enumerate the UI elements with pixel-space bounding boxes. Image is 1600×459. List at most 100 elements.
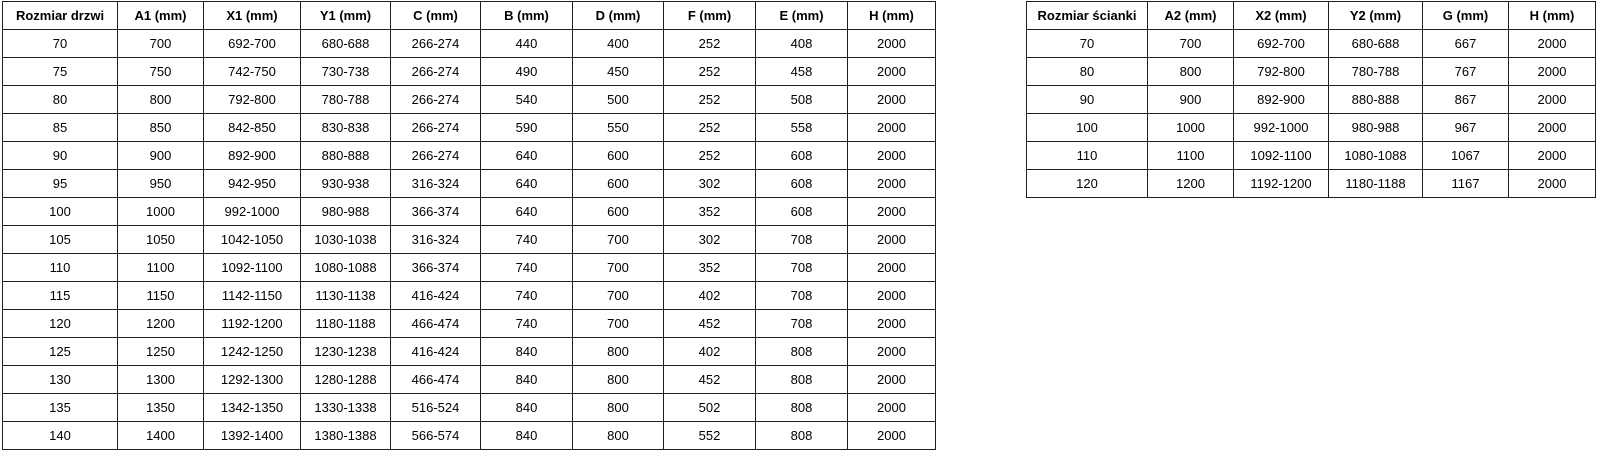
- table-cell: 1130-1138: [300, 281, 391, 310]
- column-header: X1 (mm): [203, 1, 301, 30]
- table-cell: 252: [663, 29, 756, 58]
- table-cell: 800: [572, 365, 664, 394]
- table-row: 105 1050 1042-1050 1030-1038 316-324 740 700 30…: [2, 225, 936, 254]
- table-cell: 252: [663, 85, 756, 114]
- table-cell: 416-424: [390, 281, 481, 310]
- table-row: 110 1100 1092-1100 1080-1088 366-374 740 700 35…: [2, 253, 936, 282]
- column-header: Y2 (mm): [1328, 1, 1423, 30]
- table-cell: 500: [572, 85, 664, 114]
- table-cell: 2000: [1508, 141, 1596, 170]
- table-cell: 700: [572, 281, 664, 310]
- table-cell: 967: [1422, 113, 1509, 142]
- table-cell: 1050: [117, 225, 204, 254]
- table-cell: 708: [755, 309, 848, 338]
- table-cell: 352: [663, 197, 756, 226]
- table-cell: 452: [663, 365, 756, 394]
- table-cell: 1400: [117, 421, 204, 450]
- table-cell: 1242-1250: [203, 337, 301, 366]
- table-cell: 1330-1338: [300, 393, 391, 422]
- table-cell: 130: [2, 365, 118, 394]
- table-cell: 1100: [1147, 141, 1234, 170]
- table-cell: 600: [572, 141, 664, 170]
- column-header: X2 (mm): [1233, 1, 1329, 30]
- table-cell: 85: [2, 113, 118, 142]
- table-cell: 808: [755, 393, 848, 422]
- table-cell: 1092-1100: [203, 253, 301, 282]
- table-cell: 2000: [847, 421, 936, 450]
- table-cell: 266-274: [390, 85, 481, 114]
- table-cell: 808: [755, 337, 848, 366]
- table-cell: 800: [572, 337, 664, 366]
- table-cell: 1080-1088: [1328, 141, 1423, 170]
- table-cell: 366-374: [390, 197, 481, 226]
- table-cell: 440: [480, 29, 573, 58]
- table-cell: 566-574: [390, 421, 481, 450]
- table-cell: 780-788: [1328, 57, 1423, 86]
- table-cell: 740: [480, 281, 573, 310]
- table-cell: 135: [2, 393, 118, 422]
- table-cell: 1342-1350: [203, 393, 301, 422]
- table-cell: 680-688: [300, 29, 391, 58]
- table-cell: 930-938: [300, 169, 391, 198]
- table-cell: 1350: [117, 393, 204, 422]
- table-cell: 2000: [847, 141, 936, 170]
- table-cell: 458: [755, 57, 848, 86]
- table-cell: 640: [480, 197, 573, 226]
- table-cell: 808: [755, 365, 848, 394]
- table-cell: 2000: [847, 393, 936, 422]
- table-cell: 800: [117, 85, 204, 114]
- table-cell: 840: [480, 393, 573, 422]
- table-cell: 792-800: [203, 85, 301, 114]
- table-row: 80 800 792-800 780-788 266-274 540 500 252 508 20…: [2, 85, 936, 114]
- column-header: G (mm): [1422, 1, 1509, 30]
- table-cell: 780-788: [300, 85, 391, 114]
- table-cell: 1230-1238: [300, 337, 391, 366]
- table-cell: 708: [755, 253, 848, 282]
- table-cell: 900: [117, 141, 204, 170]
- table-cell: 400: [572, 29, 664, 58]
- table-row: 75 750 742-750 730-738 266-274 490 450 252 458 20…: [2, 57, 936, 86]
- table-cell: 830-838: [300, 113, 391, 142]
- table-cell: 2000: [847, 29, 936, 58]
- table-cell: 1167: [1422, 169, 1509, 198]
- table-cell: 2000: [847, 309, 936, 338]
- table-row: 140 1400 1392-1400 1380-1388 566-574 840 800 55…: [2, 421, 936, 450]
- table-cell: 1392-1400: [203, 421, 301, 450]
- column-header: Rozmiar drzwi: [2, 1, 118, 30]
- column-header: C (mm): [390, 1, 481, 30]
- table-row: 70 700 692-700 680-688 266-274 440 400 252 408 20…: [2, 29, 936, 58]
- table-cell: 366-374: [390, 253, 481, 282]
- table-cell: 708: [755, 225, 848, 254]
- table-cell: 1292-1300: [203, 365, 301, 394]
- table-cell: 402: [663, 281, 756, 310]
- table-cell: 608: [755, 197, 848, 226]
- table-cell: 842-850: [203, 113, 301, 142]
- table-cell: 892-900: [203, 141, 301, 170]
- table-cell: 1092-1100: [1233, 141, 1329, 170]
- table-row: 135 1350 1342-1350 1330-1338 516-524 840 800 50…: [2, 393, 936, 422]
- table-cell: 692-700: [203, 29, 301, 58]
- table-cell: 1200: [1147, 169, 1234, 198]
- door-size-table: Rozmiar drzwi A1 (mm) X1 (mm) Y1 (mm) C (mm)…: [2, 1, 936, 450]
- table-cell: 1200: [117, 309, 204, 338]
- table-cell: 840: [480, 337, 573, 366]
- table-cell: 252: [663, 57, 756, 86]
- table-cell: 110: [2, 253, 118, 282]
- table-cell: 100: [2, 197, 118, 226]
- table-cell: 2000: [847, 337, 936, 366]
- table-cell: 1180-1188: [1328, 169, 1423, 198]
- table-cell: 316-324: [390, 169, 481, 198]
- table-cell: 466-474: [390, 365, 481, 394]
- table-cell: 552: [663, 421, 756, 450]
- column-header: H (mm): [847, 1, 936, 30]
- table-cell: 75: [2, 57, 118, 86]
- table-cell: 1042-1050: [203, 225, 301, 254]
- table-cell: 2000: [847, 197, 936, 226]
- table-cell: 840: [480, 421, 573, 450]
- table-cell: 115: [2, 281, 118, 310]
- table-cell: 266-274: [390, 29, 481, 58]
- table-cell: 408: [755, 29, 848, 58]
- table-cell: 2000: [847, 365, 936, 394]
- table-cell: 508: [755, 85, 848, 114]
